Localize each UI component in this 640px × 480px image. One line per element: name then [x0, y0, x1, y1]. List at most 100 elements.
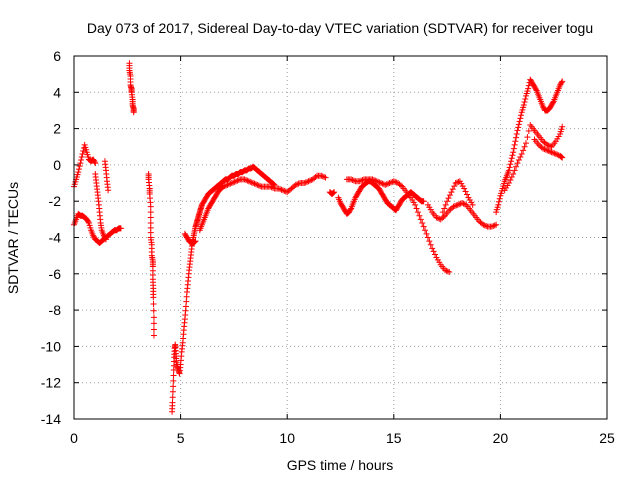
data-point — [453, 202, 460, 209]
data-point — [305, 178, 312, 185]
data-point — [540, 145, 547, 152]
data-point — [515, 121, 522, 128]
data-point — [451, 203, 458, 210]
data-point — [330, 189, 337, 196]
data-point — [549, 99, 556, 106]
y-tick-label: -4 — [49, 230, 62, 246]
data-point — [522, 95, 529, 102]
data-point — [257, 183, 264, 190]
data-point — [227, 180, 234, 187]
data-point — [78, 157, 85, 164]
data-point — [423, 230, 430, 237]
data-point — [512, 138, 519, 145]
data-point — [430, 248, 437, 255]
data-point — [545, 147, 552, 154]
data-point — [454, 179, 461, 186]
data-point — [369, 176, 376, 183]
data-point — [544, 141, 551, 148]
data-point — [392, 178, 399, 185]
data-point — [279, 187, 286, 194]
data-point — [445, 195, 452, 202]
data-point — [444, 268, 451, 275]
data-point — [507, 161, 514, 168]
y-tick-label: -12 — [41, 375, 61, 391]
y-tick-label: 4 — [53, 84, 61, 100]
data-point — [268, 184, 275, 191]
data-point — [469, 201, 476, 208]
data-point — [483, 223, 490, 230]
data-point — [505, 167, 512, 174]
data-point — [254, 181, 261, 188]
series-track-O — [493, 76, 566, 216]
data-point — [515, 157, 522, 164]
data-point — [358, 177, 365, 184]
data-point — [150, 326, 157, 333]
series-track-F — [145, 170, 157, 339]
data-point — [509, 152, 516, 159]
data-point — [524, 134, 531, 141]
data-point — [302, 179, 309, 186]
x-tick-label: 25 — [599, 430, 615, 446]
data-point — [510, 170, 517, 177]
x-tick-label: 20 — [493, 430, 509, 446]
data-point — [80, 147, 87, 154]
data-point — [436, 215, 443, 222]
data-point — [459, 200, 466, 207]
data-point — [278, 186, 285, 193]
data-point — [255, 182, 262, 189]
data-point — [282, 188, 289, 195]
data-point — [301, 180, 308, 187]
y-tick-label: -2 — [49, 193, 62, 209]
data-point — [517, 115, 524, 122]
data-point — [440, 213, 447, 220]
data-point — [495, 201, 502, 208]
data-point — [242, 177, 249, 184]
data-point — [525, 85, 532, 92]
data-point — [508, 155, 515, 162]
data-point — [521, 98, 528, 105]
data-point — [518, 151, 525, 158]
data-point — [545, 142, 552, 149]
data-point — [191, 239, 198, 246]
data-point — [247, 178, 254, 185]
data-point — [78, 154, 85, 161]
data-point — [390, 178, 397, 185]
series-track-D — [101, 158, 112, 194]
data-point — [542, 146, 549, 153]
data-point — [169, 399, 176, 406]
data-point — [416, 212, 423, 219]
data-points — [71, 60, 566, 415]
data-point — [252, 181, 259, 188]
data-point — [169, 388, 176, 395]
data-point — [372, 177, 379, 184]
y-tick-label: -6 — [49, 266, 62, 282]
series-track-E — [126, 60, 137, 116]
data-point — [480, 221, 487, 228]
data-point — [228, 180, 235, 187]
data-point — [510, 145, 517, 152]
data-point — [387, 179, 394, 186]
data-point — [351, 177, 358, 184]
data-point — [150, 301, 157, 308]
data-point — [427, 241, 434, 248]
data-point — [318, 172, 325, 179]
series-track-J — [326, 189, 338, 197]
data-point — [312, 174, 319, 180]
data-point — [170, 372, 177, 379]
data-point — [321, 174, 328, 180]
series-track-C — [92, 170, 109, 243]
data-point — [386, 180, 393, 187]
data-point — [379, 180, 386, 187]
y-tick-label: -14 — [41, 411, 61, 427]
data-point — [446, 268, 453, 275]
data-point — [452, 180, 459, 187]
y-tick-label: -10 — [41, 338, 61, 354]
data-point — [510, 149, 517, 156]
data-point — [378, 180, 385, 187]
series-track-N — [439, 178, 476, 216]
data-point — [433, 214, 440, 221]
data-point — [441, 205, 448, 212]
data-point — [424, 234, 431, 241]
data-point — [150, 294, 157, 301]
